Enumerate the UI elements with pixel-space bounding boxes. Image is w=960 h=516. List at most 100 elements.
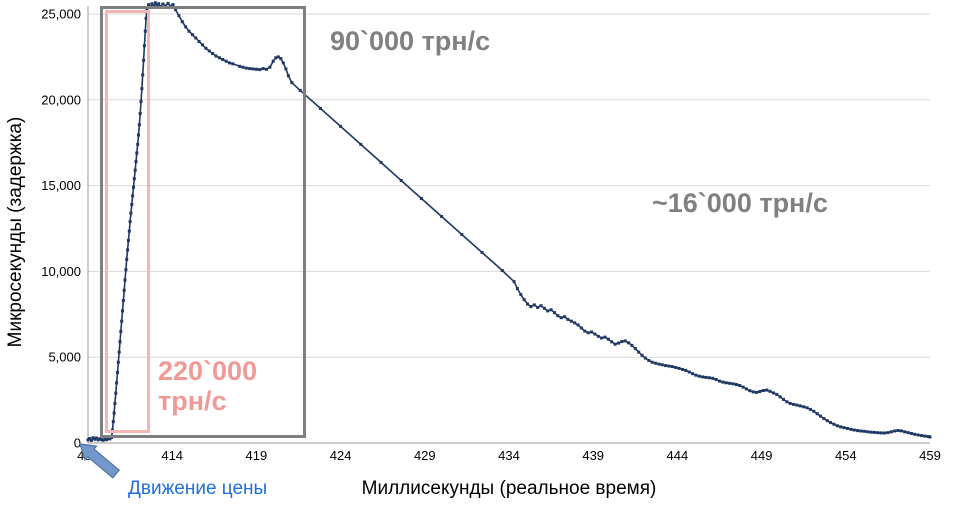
- data-point-marker: [684, 368, 688, 372]
- data-point-marker: [657, 362, 661, 366]
- data-point-marker: [596, 334, 600, 338]
- y-tick-label: 20,000: [41, 92, 81, 107]
- data-point-marker: [610, 340, 614, 344]
- data-point-marker: [600, 336, 604, 340]
- data-point-marker: [852, 428, 856, 432]
- data-point-marker: [164, 4, 167, 8]
- data-point-marker: [623, 339, 627, 343]
- data-point-marker: [721, 380, 725, 384]
- data-point-marker: [265, 67, 268, 71]
- x-tick-label: 419: [246, 448, 268, 463]
- data-point-marker: [681, 367, 684, 371]
- data-point-marker: [553, 311, 556, 315]
- data-point-marker: [792, 402, 796, 406]
- data-point-marker: [815, 412, 819, 416]
- data-point-marker: [728, 381, 732, 385]
- data-point-marker: [856, 429, 860, 433]
- data-point-marker: [157, 2, 161, 6]
- data-point-marker: [217, 56, 221, 60]
- data-point-marker: [500, 269, 504, 272]
- y-tick-label: 0: [74, 436, 81, 451]
- y-tick-label: 10,000: [41, 264, 81, 279]
- data-point-marker: [480, 251, 484, 254]
- data-point-marker: [839, 425, 843, 429]
- data-point-marker: [93, 437, 97, 441]
- data-point-marker: [132, 185, 135, 189]
- x-tick-label: 429: [414, 448, 436, 463]
- data-point-marker: [549, 308, 553, 312]
- highlight-box-90k-window: [100, 6, 306, 438]
- data-point-marker: [613, 342, 617, 346]
- data-point-marker: [135, 151, 139, 155]
- data-point-marker: [261, 67, 265, 71]
- data-point-marker: [704, 375, 708, 379]
- data-point-marker: [923, 434, 927, 438]
- data-point-marker: [147, 3, 151, 7]
- data-point-marker: [141, 73, 145, 77]
- x-tick-label: 459: [919, 448, 941, 463]
- data-point-marker: [546, 309, 550, 313]
- data-point-marker: [512, 280, 516, 284]
- data-point-marker: [694, 373, 698, 377]
- data-point-marker: [819, 414, 822, 418]
- data-point-marker: [207, 49, 211, 53]
- data-point-marker: [399, 179, 403, 182]
- data-point-marker: [137, 133, 140, 137]
- data-point-marker: [339, 124, 343, 128]
- data-point-marker: [298, 88, 302, 92]
- data-point-marker: [122, 288, 126, 292]
- data-point-marker: [116, 360, 120, 364]
- data-point-marker: [805, 406, 809, 410]
- data-point-marker: [761, 389, 765, 392]
- data-point-marker: [114, 391, 118, 395]
- data-point-marker: [526, 302, 529, 306]
- data-point-marker: [829, 421, 833, 425]
- data-point-marker: [576, 323, 580, 327]
- data-point-marker: [101, 438, 105, 442]
- data-point-marker: [707, 376, 711, 380]
- data-point-marker: [204, 46, 208, 50]
- data-point-marker: [139, 100, 143, 103]
- data-point-marker: [258, 68, 262, 72]
- data-point-marker: [798, 404, 802, 408]
- data-point-marker: [842, 426, 846, 430]
- data-point-marker: [765, 388, 769, 392]
- data-point-marker: [738, 384, 742, 387]
- data-point-marker: [590, 330, 593, 334]
- data-point-marker: [86, 438, 90, 442]
- data-point-marker: [744, 387, 748, 391]
- data-point-marker: [862, 429, 866, 433]
- data-point-marker: [627, 341, 631, 345]
- data-point-marker: [136, 142, 140, 146]
- data-point-marker: [138, 112, 142, 115]
- data-point-marker: [112, 411, 116, 415]
- x-axis-title: Миллисекунды (реальное время): [361, 478, 657, 499]
- data-point-marker: [630, 343, 634, 347]
- data-point-marker: [279, 57, 283, 61]
- x-tick-label: 414: [161, 448, 183, 463]
- data-point-marker: [238, 64, 242, 68]
- data-point-marker: [701, 375, 705, 379]
- data-point-marker: [190, 33, 194, 37]
- data-point-marker: [241, 65, 245, 69]
- data-point-marker: [187, 29, 191, 33]
- data-point-marker: [128, 220, 132, 224]
- data-point-marker: [174, 8, 178, 12]
- data-point-marker: [899, 429, 903, 433]
- x-tick-label: 454: [835, 448, 857, 463]
- data-point-marker: [460, 233, 464, 236]
- data-point-marker: [121, 299, 125, 303]
- data-point-marker: [926, 435, 930, 439]
- data-point-marker: [177, 14, 181, 18]
- data-point-marker: [228, 61, 231, 65]
- data-point-marker: [98, 437, 102, 441]
- data-point-marker: [201, 43, 204, 47]
- data-point-marker: [866, 430, 870, 434]
- data-point-marker: [812, 409, 816, 413]
- data-point-marker: [133, 168, 137, 172]
- data-point-marker: [126, 248, 130, 252]
- data-point-marker: [788, 401, 792, 405]
- data-point-marker: [778, 395, 782, 399]
- data-point-marker: [606, 337, 610, 341]
